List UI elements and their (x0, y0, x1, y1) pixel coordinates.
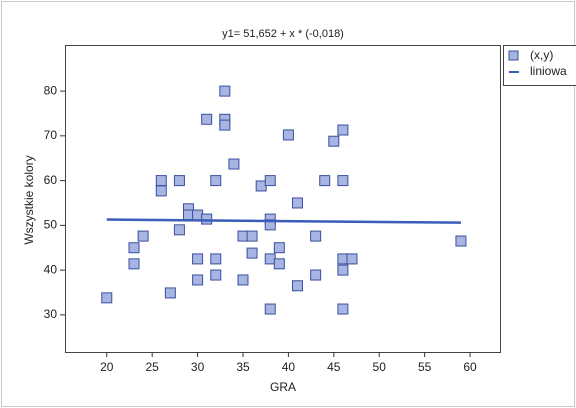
chart-title: y1= 51,652 + x * (-0,018) (222, 28, 344, 40)
point (282, 129, 294, 141)
point (237, 230, 249, 242)
point (319, 175, 331, 187)
x-tick-label: 60 (463, 360, 477, 374)
point (273, 242, 285, 254)
point (219, 119, 231, 131)
point (128, 258, 140, 270)
y-tick-label: 30 (44, 307, 58, 321)
y-tick-label: 70 (44, 128, 58, 142)
x-tick-label: 20 (100, 360, 114, 374)
point (192, 253, 204, 265)
point (337, 175, 349, 187)
regression-line (106, 218, 461, 224)
point (246, 247, 258, 259)
y-tick-label: 80 (44, 83, 58, 97)
point (264, 303, 276, 315)
legend-marker (508, 50, 519, 61)
point (128, 242, 140, 254)
legend-label: (x,y) (530, 48, 553, 62)
point (210, 269, 222, 281)
point (164, 287, 176, 299)
x-tick-label: 40 (282, 360, 296, 374)
y-axis-label: Wszystkie kolory (22, 155, 36, 244)
point (264, 175, 276, 187)
point (101, 292, 113, 304)
y-tick-label: 60 (44, 173, 58, 187)
point (228, 158, 240, 170)
x-tick-label: 25 (146, 360, 160, 374)
point (310, 230, 322, 242)
point (155, 175, 167, 187)
point (155, 185, 167, 197)
point (219, 85, 231, 97)
point (291, 280, 303, 292)
point (210, 253, 222, 265)
point (328, 135, 340, 147)
point (183, 209, 195, 221)
point (210, 175, 222, 187)
x-tick-label: 30 (191, 360, 205, 374)
plot-area (65, 45, 501, 353)
legend-label: liniowa (530, 64, 567, 78)
point (337, 253, 349, 265)
x-axis-label: GRA (270, 380, 296, 394)
point (255, 180, 267, 192)
point (310, 269, 322, 281)
y-tick-label: 40 (44, 262, 58, 276)
point (337, 264, 349, 276)
x-tick-label: 55 (418, 360, 432, 374)
point (264, 253, 276, 265)
point (173, 224, 185, 236)
point (291, 197, 303, 209)
x-tick-label: 35 (236, 360, 250, 374)
point (237, 274, 249, 286)
point (192, 209, 204, 221)
point (337, 124, 349, 136)
point (201, 113, 213, 125)
point (173, 175, 185, 187)
point (455, 235, 467, 247)
point (346, 253, 358, 265)
point (192, 274, 204, 286)
point (273, 258, 285, 270)
point (137, 230, 149, 242)
x-tick-label: 45 (327, 360, 341, 374)
point (246, 230, 258, 242)
point (337, 303, 349, 315)
point (201, 213, 213, 225)
x-tick-label: 50 (373, 360, 387, 374)
y-tick-label: 50 (44, 218, 58, 232)
